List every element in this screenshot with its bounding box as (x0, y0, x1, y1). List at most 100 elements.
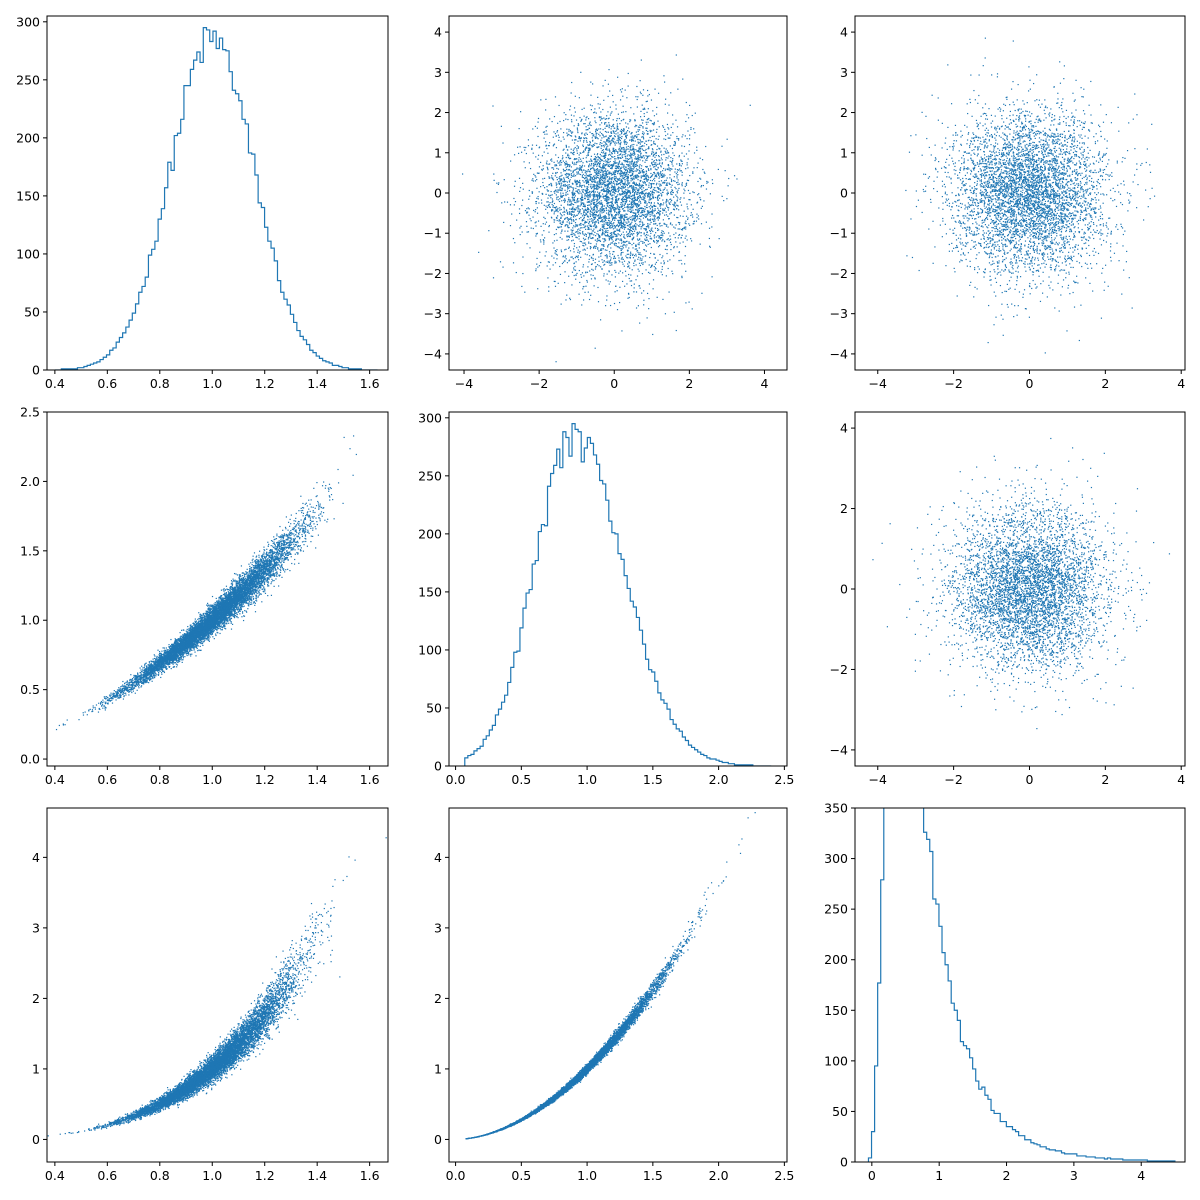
point (555, 206, 558, 208)
point (645, 229, 647, 231)
point (667, 164, 670, 166)
point (565, 258, 567, 260)
point (582, 299, 585, 301)
point (601, 179, 604, 182)
point (577, 123, 579, 125)
point (726, 198, 728, 200)
point (617, 167, 619, 169)
point (607, 83, 610, 85)
point (594, 191, 596, 193)
point (589, 124, 591, 126)
point (555, 208, 557, 211)
point (639, 238, 641, 240)
point (594, 231, 596, 234)
point (622, 263, 624, 265)
point (582, 145, 584, 148)
point (578, 200, 580, 202)
point (577, 172, 579, 174)
point (671, 160, 673, 163)
point (498, 182, 500, 184)
point (587, 211, 589, 213)
point (626, 163, 628, 166)
point (632, 202, 634, 204)
point (591, 218, 593, 220)
point (625, 143, 627, 146)
point (553, 161, 555, 163)
point (634, 224, 636, 226)
point (576, 231, 578, 233)
point (554, 210, 556, 212)
point (657, 173, 659, 176)
point (610, 201, 612, 203)
point (592, 210, 594, 212)
point (604, 168, 607, 170)
point (650, 211, 652, 213)
point (605, 125, 607, 127)
point (579, 205, 581, 207)
point (639, 149, 641, 151)
point (614, 170, 616, 173)
point (631, 162, 633, 164)
point (668, 217, 670, 220)
point (704, 172, 706, 174)
point (645, 171, 648, 173)
point (594, 213, 596, 216)
point (657, 172, 659, 174)
point (584, 238, 587, 240)
point (587, 201, 590, 203)
point (572, 171, 574, 174)
point (527, 207, 529, 209)
point (626, 218, 628, 220)
point (592, 215, 594, 217)
point (623, 130, 625, 132)
point (586, 146, 588, 148)
point (601, 170, 603, 172)
point (611, 166, 614, 168)
point (654, 209, 656, 211)
point (573, 214, 575, 216)
point (512, 237, 515, 240)
point (655, 164, 657, 166)
point (639, 147, 641, 149)
point (565, 118, 567, 120)
point (575, 187, 577, 190)
point (665, 159, 667, 161)
point (651, 214, 653, 216)
point (570, 170, 572, 172)
point (627, 292, 630, 295)
point (621, 130, 623, 132)
point (690, 214, 692, 217)
point (572, 215, 575, 218)
point (576, 152, 579, 154)
point (614, 135, 616, 138)
point (646, 204, 648, 206)
point (620, 245, 622, 247)
point (589, 144, 591, 146)
point (655, 165, 657, 167)
point (621, 156, 624, 159)
point (673, 203, 676, 205)
point (582, 249, 584, 251)
point (683, 188, 685, 190)
point (615, 285, 617, 287)
point (520, 151, 523, 153)
point (645, 159, 647, 161)
point (620, 187, 622, 189)
point (564, 282, 566, 284)
point (608, 177, 610, 180)
point (666, 184, 668, 186)
point (598, 256, 600, 258)
point (518, 177, 521, 179)
point (609, 237, 611, 239)
point (541, 193, 544, 195)
point (570, 203, 572, 205)
point (613, 177, 616, 179)
point (682, 78, 684, 80)
point (509, 204, 512, 206)
point (651, 152, 653, 154)
point (569, 218, 571, 220)
point (624, 184, 626, 186)
point (640, 192, 642, 194)
point (631, 177, 633, 179)
point (624, 270, 627, 272)
